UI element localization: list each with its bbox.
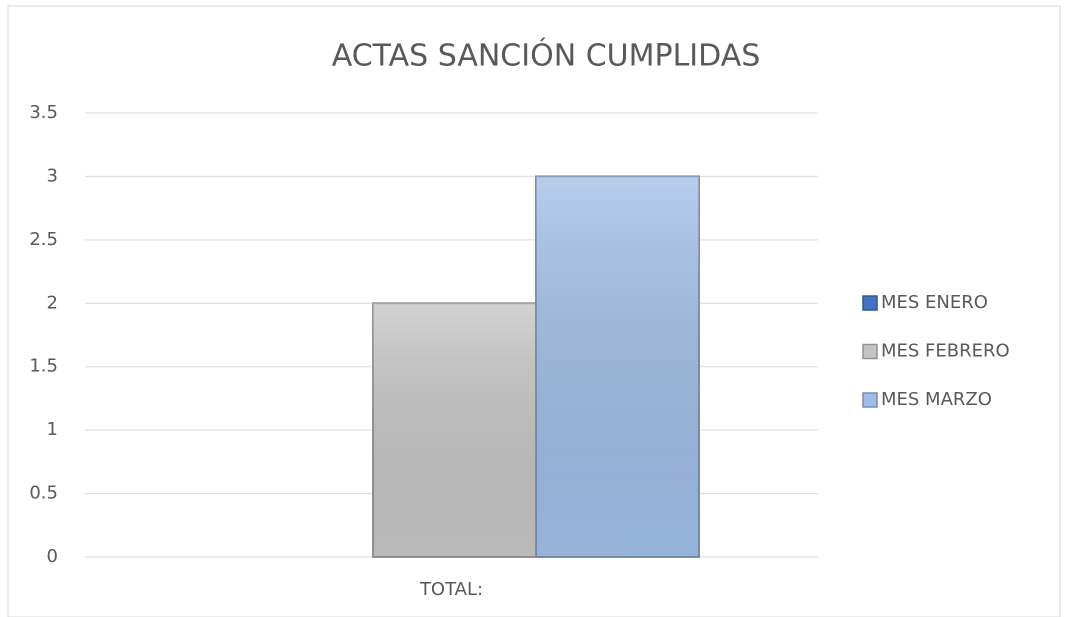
x-tick-label: TOTAL: — [419, 579, 483, 600]
y-tick-label: 0.5 — [29, 483, 58, 504]
y-tick-label: 1 — [47, 419, 58, 440]
chart-border — [7, 5, 1061, 617]
legend-label: MES MARZO — [881, 389, 992, 410]
legend-swatch — [862, 392, 878, 408]
bar-shade — [536, 176, 699, 557]
bar-shade — [373, 303, 536, 557]
y-tick-label: 1.5 — [29, 356, 58, 377]
y-tick-label: 2 — [47, 292, 58, 313]
legend-swatch — [862, 295, 878, 311]
legend-label: MES FEBRERO — [881, 341, 1010, 362]
y-tick-label: 3.5 — [29, 102, 58, 123]
y-tick-label: 3 — [47, 165, 58, 186]
legend-label: MES ENERO — [881, 292, 988, 313]
legend-swatch — [862, 343, 878, 360]
y-tick-label: 0 — [47, 546, 58, 567]
y-tick-label: 2.5 — [29, 229, 58, 250]
chart-title: ACTAS SANCIÓN CUMPLIDAS — [332, 37, 761, 74]
